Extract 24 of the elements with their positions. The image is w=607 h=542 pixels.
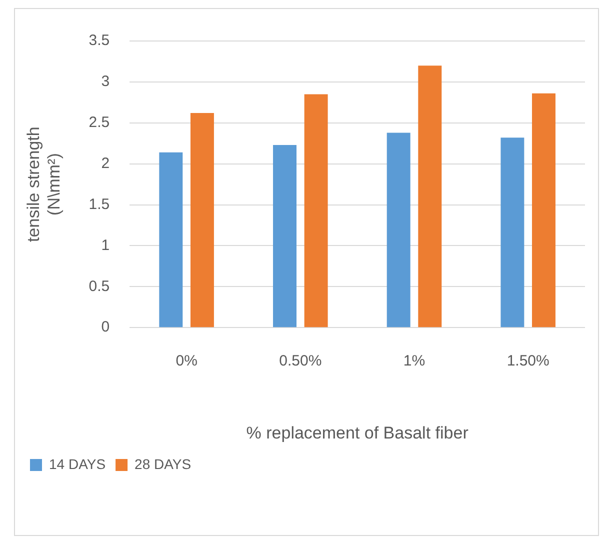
y-tick-label: 1.5 — [88, 196, 110, 213]
bar — [273, 144, 296, 328]
x-tick-label: 0% — [176, 352, 198, 370]
bar — [159, 152, 183, 328]
bar — [500, 138, 524, 328]
x-tick-label: 0.50% — [279, 352, 322, 370]
x-tick-label: 1% — [403, 352, 426, 370]
bar — [190, 113, 214, 328]
y-tick-label: 1 — [101, 236, 110, 254]
bar — [304, 94, 328, 328]
y-tick-label: 3.5 — [88, 32, 110, 50]
legend-label: 14 DAYS — [49, 456, 106, 472]
x-tick-label: 1.50% — [506, 352, 550, 370]
y-tick-label: 3 — [101, 73, 110, 90]
y-tick-label: 0 — [101, 318, 110, 336]
x-axis-title: % replacement of Basalt fiber — [246, 423, 469, 442]
legend-label: 28 DAYS — [134, 456, 192, 472]
y-axis-title: tensile strength (N\mm²) — [24, 126, 64, 242]
y-tick-label: 0.5 — [88, 278, 110, 295]
y-tick-label: 2 — [101, 154, 110, 172]
bar — [386, 132, 410, 328]
bar — [532, 93, 556, 328]
y-tick-label: 2.5 — [88, 114, 110, 132]
bar — [418, 66, 442, 328]
